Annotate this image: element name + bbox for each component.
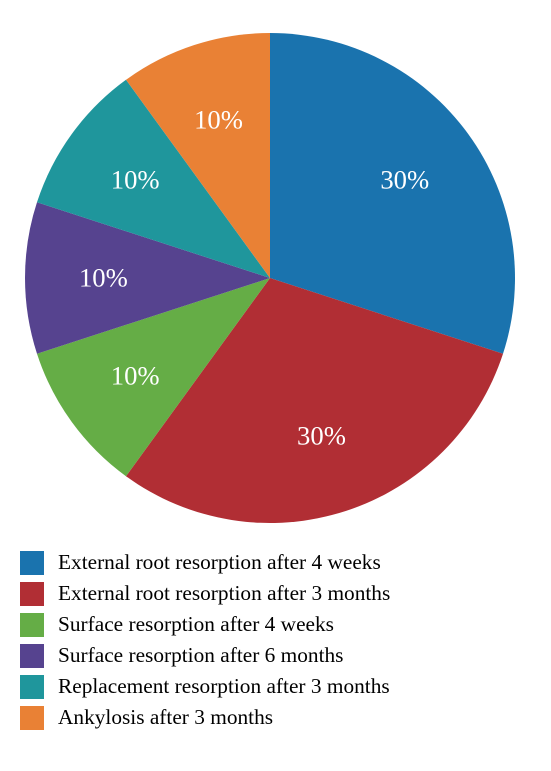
legend-item: External root resorption after 4 weeks <box>20 550 390 575</box>
legend-swatch <box>20 613 44 637</box>
legend-item: Ankylosis after 3 months <box>20 705 390 730</box>
slice-pct-label: 10% <box>111 360 160 391</box>
legend-label: External root resorption after 4 weeks <box>58 550 381 575</box>
legend-swatch <box>20 582 44 606</box>
slice-pct-label: 10% <box>79 263 128 294</box>
legend-item: Replacement resorption after 3 months <box>20 674 390 699</box>
legend-label: Surface resorption after 4 weeks <box>58 612 334 637</box>
legend-swatch <box>20 675 44 699</box>
legend-item: External root resorption after 3 months <box>20 581 390 606</box>
legend-item: Surface resorption after 4 weeks <box>20 612 390 637</box>
legend-swatch <box>20 644 44 668</box>
legend-label: Surface resorption after 6 months <box>58 643 343 668</box>
legend: External root resorption after 4 weeks Ex… <box>20 550 390 736</box>
slice-pct-label: 10% <box>111 165 160 196</box>
legend-label: External root resorption after 3 months <box>58 581 390 606</box>
slice-pct-label: 30% <box>297 421 346 452</box>
legend-swatch <box>20 706 44 730</box>
legend-label: Replacement resorption after 3 months <box>58 674 390 699</box>
chart-container: External root resorption after 4 weeks Ex… <box>0 0 551 771</box>
legend-swatch <box>20 551 44 575</box>
slice-pct-label: 30% <box>380 165 429 196</box>
legend-item: Surface resorption after 6 months <box>20 643 390 668</box>
slice-pct-label: 10% <box>194 104 243 135</box>
legend-label: Ankylosis after 3 months <box>58 705 273 730</box>
